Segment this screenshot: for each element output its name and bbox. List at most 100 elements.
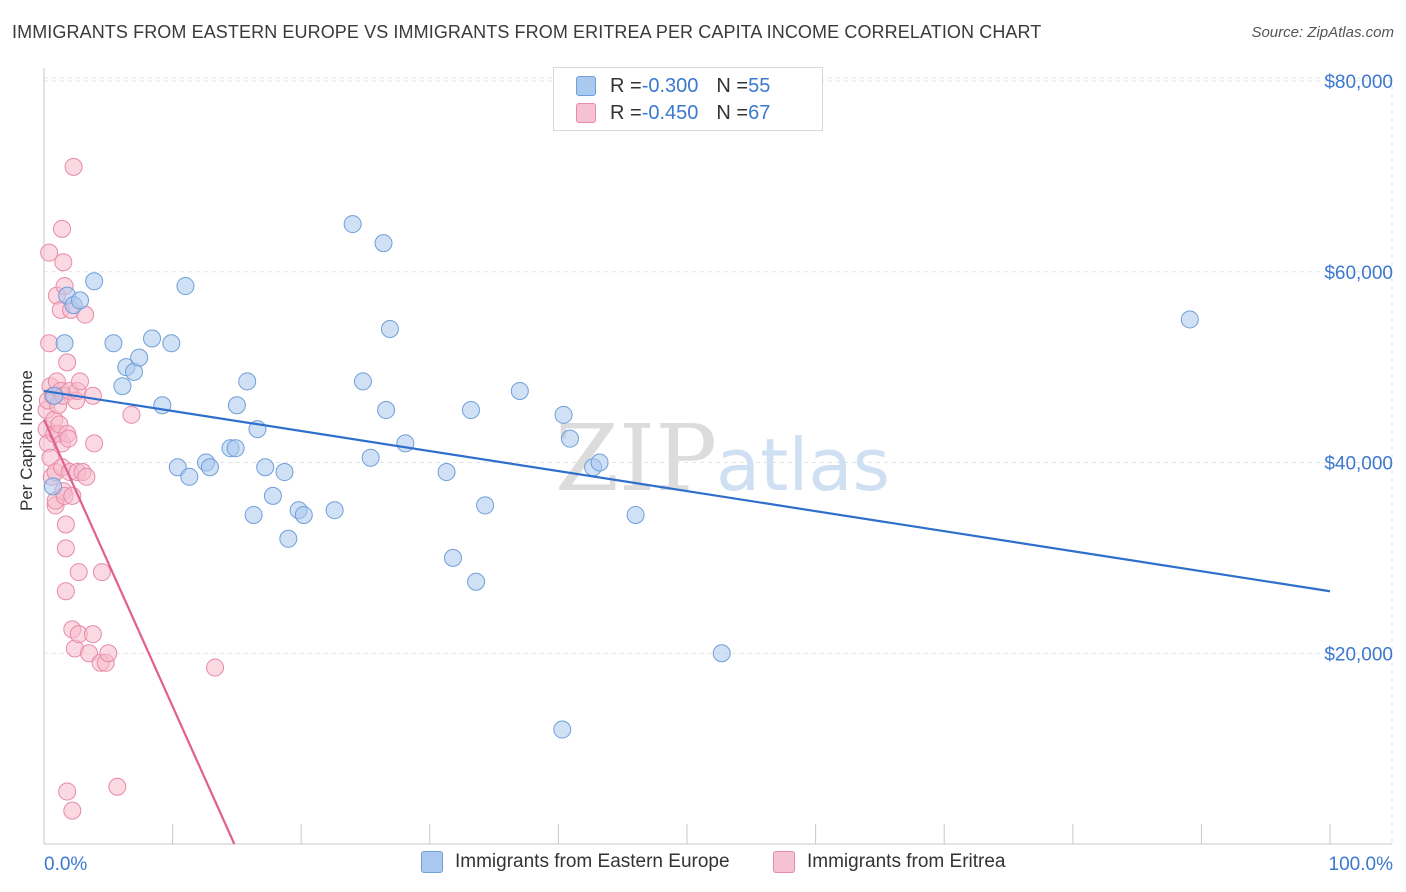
- eastern-europe-point: [626, 505, 645, 524]
- trend-lines: [42, 389, 1331, 845]
- y-tick-labels: $20,000 $40,000 $60,000 $80,000: [1324, 72, 1393, 665]
- y-tick-label: $80,000: [1324, 72, 1393, 93]
- legend-swatch-pink: [576, 103, 596, 123]
- eastern-europe-point: [45, 386, 64, 405]
- eritrea-point: [54, 253, 73, 272]
- eastern-europe-point: [554, 405, 573, 424]
- eastern-europe-point: [226, 439, 245, 458]
- bottom-legend-label: Immigrants from Eastern Europe: [455, 851, 730, 872]
- eritrea-point: [83, 625, 102, 644]
- y-tick-label: $40,000: [1324, 454, 1393, 475]
- eritrea-trend-line: [42, 419, 236, 845]
- eastern-europe-point: [180, 467, 199, 486]
- legend-row-eastern-europe: R = -0.300 N = 55: [576, 74, 770, 98]
- eastern-europe-point: [294, 505, 313, 524]
- eritrea-points: [37, 157, 225, 820]
- legend-row-eritrea: R = -0.450 N = 67: [576, 101, 770, 125]
- eastern-europe-point: [377, 401, 396, 420]
- eastern-europe-point: [55, 334, 74, 353]
- eastern-europe-point: [590, 453, 609, 472]
- eastern-europe-point: [343, 215, 362, 234]
- eritrea-point: [206, 658, 225, 677]
- eastern-europe-point: [1180, 310, 1199, 329]
- legend-n-label: N =: [716, 101, 749, 124]
- eritrea-point: [58, 353, 77, 372]
- eastern-europe-point: [227, 396, 246, 415]
- x-tick-label: 100.0%: [1329, 854, 1394, 875]
- watermark: ZIP atlas: [555, 405, 890, 512]
- eastern-europe-point: [44, 477, 63, 496]
- bottom-legend-eastern-europe: Immigrants from Eastern Europe: [421, 851, 730, 873]
- eritrea-point: [58, 782, 77, 801]
- bottom-legend-eritrea: Immigrants from Eritrea: [773, 851, 1005, 873]
- eastern-europe-point: [712, 644, 731, 663]
- bottom-legend-swatch-blue: [421, 851, 443, 873]
- eastern-europe-point: [560, 429, 579, 448]
- eastern-europe-trend-line: [43, 389, 1331, 593]
- eastern-europe-points: [44, 215, 1199, 739]
- eritrea-point: [56, 539, 75, 558]
- eastern-europe-point: [353, 372, 372, 391]
- eastern-europe-point: [85, 272, 104, 291]
- watermark-atlas: atlas: [716, 423, 890, 507]
- eritrea-point: [92, 563, 111, 582]
- eastern-europe-point: [130, 348, 149, 367]
- bottom-legend-swatch-pink: [773, 851, 795, 873]
- eritrea-point: [56, 515, 75, 534]
- eastern-europe-point: [467, 572, 486, 591]
- legend-r-value: -0.300: [641, 74, 699, 97]
- legend-n-label: N =: [716, 74, 749, 97]
- eastern-europe-point: [168, 458, 187, 477]
- eastern-europe-point: [361, 448, 380, 467]
- eritrea-point: [69, 563, 88, 582]
- watermark-zip: ZIP: [555, 405, 717, 512]
- eritrea-point: [56, 582, 75, 601]
- stats-legend: R = -0.300 N = 55 R = -0.450 N = 67: [553, 67, 823, 131]
- eastern-europe-point: [461, 401, 480, 420]
- eastern-europe-point: [476, 496, 495, 515]
- eritrea-point: [83, 386, 102, 405]
- chart-title: IMMIGRANTS FROM EASTERN EUROPE VS IMMIGR…: [12, 22, 1042, 42]
- source-label: Source: ZipAtlas.com: [1251, 24, 1394, 41]
- eastern-europe-point: [553, 720, 572, 739]
- eastern-europe-point: [396, 434, 415, 453]
- eritrea-point: [59, 429, 78, 448]
- legend-r-value: -0.450: [641, 101, 699, 124]
- legend-swatch-blue: [576, 76, 596, 96]
- x-tick-labels: 0.0% 100.0%: [44, 854, 1393, 875]
- eritrea-point: [64, 157, 83, 176]
- eastern-europe-point: [374, 234, 393, 253]
- eastern-europe-point: [176, 277, 195, 296]
- eastern-europe-point: [437, 463, 456, 482]
- eritrea-point: [99, 644, 118, 663]
- eritrea-point: [63, 801, 82, 820]
- eastern-europe-point: [510, 381, 529, 400]
- y-tick-label: $60,000: [1324, 263, 1393, 284]
- eritrea-point: [71, 372, 90, 391]
- legend-n-value: 67: [748, 101, 771, 124]
- x-tick-label: 0.0%: [44, 854, 87, 875]
- eastern-europe-point: [162, 334, 181, 353]
- eastern-europe-point: [275, 463, 294, 482]
- eritrea-point: [40, 243, 59, 262]
- eritrea-point: [122, 405, 141, 424]
- eastern-europe-point: [443, 548, 462, 567]
- eastern-europe-point: [279, 529, 298, 548]
- eastern-europe-point: [200, 458, 219, 477]
- eastern-europe-point: [256, 458, 275, 477]
- legend-r-label: R =: [610, 74, 642, 97]
- bottom-legend-label: Immigrants from Eritrea: [807, 851, 1006, 872]
- eastern-europe-point: [238, 372, 257, 391]
- eritrea-point: [77, 467, 96, 486]
- eastern-europe-point: [104, 334, 123, 353]
- eritrea-point: [85, 434, 104, 453]
- eastern-europe-point: [380, 319, 399, 338]
- eastern-europe-point: [325, 501, 344, 520]
- legend-r-label: R =: [610, 101, 642, 124]
- legend-n-value: 55: [748, 74, 771, 97]
- eastern-europe-point: [71, 291, 90, 310]
- eritrea-point: [108, 777, 127, 796]
- y-axis-label: Per Capita Income: [17, 370, 36, 511]
- eastern-europe-point: [263, 486, 282, 505]
